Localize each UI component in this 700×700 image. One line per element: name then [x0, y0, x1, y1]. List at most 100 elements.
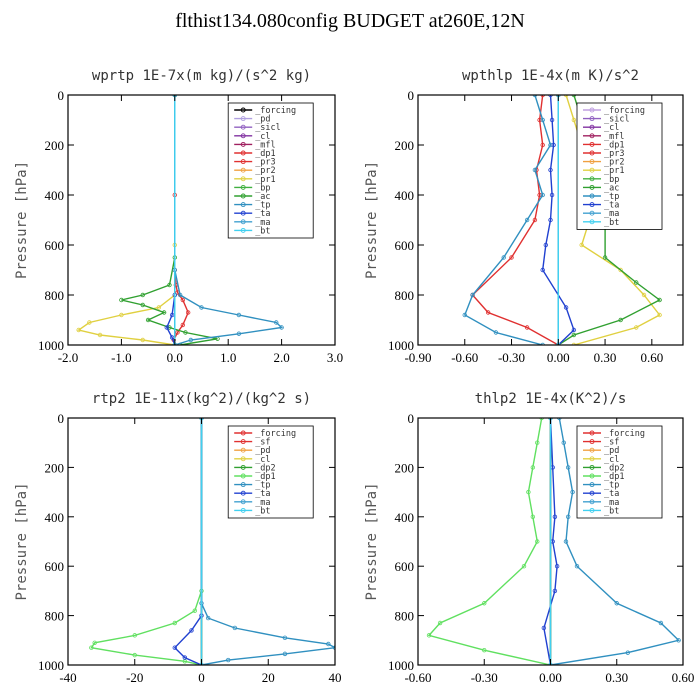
- legend-marker: [589, 464, 595, 470]
- data-point: [205, 615, 211, 621]
- data-point: [185, 310, 191, 315]
- legend-entry: _ma: [255, 498, 270, 508]
- legend-entry: _pr2: [255, 166, 275, 176]
- legend-entry: _pr3: [255, 158, 275, 168]
- data-point: [332, 645, 335, 650]
- x-tick-label: 0.00: [547, 350, 570, 365]
- legend-entry: _tp: [255, 481, 270, 491]
- legend-marker: [240, 116, 246, 122]
- legend-marker: [240, 167, 246, 173]
- data-point: [192, 608, 198, 613]
- data-point: [526, 489, 531, 495]
- data-point: [571, 332, 577, 338]
- y-tick-label: 1000: [388, 658, 414, 673]
- data-point: [563, 305, 569, 310]
- legend-entry: _ac: [255, 192, 270, 202]
- series-line-tp: [550, 418, 680, 665]
- data-point: [426, 633, 432, 638]
- legend-marker: [240, 141, 246, 147]
- x-tick-label: 0.60: [672, 670, 695, 685]
- data-point: [87, 320, 92, 325]
- data-point: [119, 297, 124, 303]
- y-tick-label: 0: [58, 411, 65, 426]
- data-point: [282, 651, 288, 657]
- data-point: [156, 305, 161, 310]
- x-tick-label: -0.60: [404, 670, 431, 685]
- data-point: [189, 628, 194, 633]
- series-line-tp: [200, 418, 335, 665]
- chart-title: wprtp 1E-7x(m kg)/(s^2 kg): [92, 68, 311, 84]
- legend-marker: [589, 482, 595, 488]
- data-point: [167, 325, 172, 330]
- series-line-ta: [541, 95, 575, 345]
- legend-entry: _pr1: [255, 175, 275, 185]
- data-point: [183, 330, 188, 335]
- legend-marker: [240, 447, 246, 453]
- data-point: [574, 564, 580, 569]
- data-point: [540, 117, 545, 123]
- data-point: [236, 331, 242, 336]
- legend-entry: _sf: [255, 438, 270, 448]
- y-axis-label: Pressure [hPa]: [364, 482, 380, 600]
- legend-marker: [589, 159, 595, 165]
- data-point: [561, 440, 566, 445]
- chart-panel-2: wpthlp 1E-4x(m K)/s^2 Pressure [hPa] -0.90…: [364, 68, 684, 365]
- x-tick-label: 40: [329, 670, 342, 685]
- data-point: [199, 305, 204, 310]
- legend-entry: _tp: [604, 192, 619, 202]
- legend-marker: [589, 473, 595, 479]
- legend-entry: _ta: [255, 209, 270, 219]
- x-tick-label: -40: [59, 670, 76, 685]
- data-point: [540, 267, 545, 273]
- legend-marker: [240, 184, 246, 190]
- legend-marker: [240, 176, 246, 182]
- y-tick-label: 600: [395, 559, 415, 574]
- data-point: [225, 657, 231, 663]
- y-tick-label: 1000: [38, 338, 64, 353]
- legend: _forcing_pd_sicl_cl_mfl_dp1_pr3_pr2_pr1_…: [227, 102, 314, 239]
- data-point: [532, 95, 538, 98]
- legend-entry: _pr1: [604, 166, 624, 176]
- x-tick-label: 0.0: [167, 350, 183, 365]
- legend-marker: [240, 219, 246, 225]
- legend-marker: [589, 107, 595, 113]
- legend: _forcing_sf_pd_cl_dp2_dp1_tp_ta_ma_bt: [576, 425, 663, 519]
- data-point: [565, 514, 571, 519]
- legend-entry: _cl: [604, 123, 619, 133]
- data-point: [540, 95, 545, 98]
- legend-marker: [240, 159, 246, 165]
- y-tick-label: 800: [45, 609, 65, 624]
- series-line-tp: [463, 95, 552, 345]
- legend-entry: _forcing: [255, 106, 296, 116]
- series-lines: [76, 95, 284, 345]
- data-point: [543, 242, 549, 248]
- legend-entry: _dp1: [604, 472, 624, 482]
- data-point: [657, 312, 662, 318]
- y-tick-label: 600: [45, 238, 65, 253]
- data-point: [161, 310, 167, 315]
- legend-box: [576, 102, 663, 230]
- data-point: [571, 327, 577, 333]
- chart-panel-4: thlp2 1E-4x(K^2)/s Pressure [hPa] -0.60 -0.…: [364, 391, 694, 685]
- series-lines: [89, 418, 335, 665]
- legend-marker: [240, 202, 246, 208]
- data-point: [551, 142, 556, 148]
- legend: _forcing_sicl_cl_mfl_dp1_pr3_pr2_pr1_bp_…: [576, 102, 663, 230]
- data-point: [482, 647, 487, 653]
- x-tick-label: 0: [198, 670, 205, 685]
- x-tick-label: 0.00: [539, 670, 562, 685]
- data-point: [548, 95, 553, 98]
- legend-marker: [589, 202, 595, 208]
- y-tick-label: 800: [395, 288, 415, 303]
- legend-entry: _bp: [255, 183, 270, 193]
- series-line-ac: [121, 95, 218, 345]
- legend-marker: [240, 439, 246, 445]
- legend-marker: [589, 439, 595, 445]
- data-point: [232, 625, 238, 631]
- data-point: [279, 325, 284, 330]
- legend-entry: _sicl: [255, 123, 281, 133]
- data-point: [92, 640, 97, 645]
- data-point: [164, 325, 169, 330]
- legend-marker: [589, 430, 595, 436]
